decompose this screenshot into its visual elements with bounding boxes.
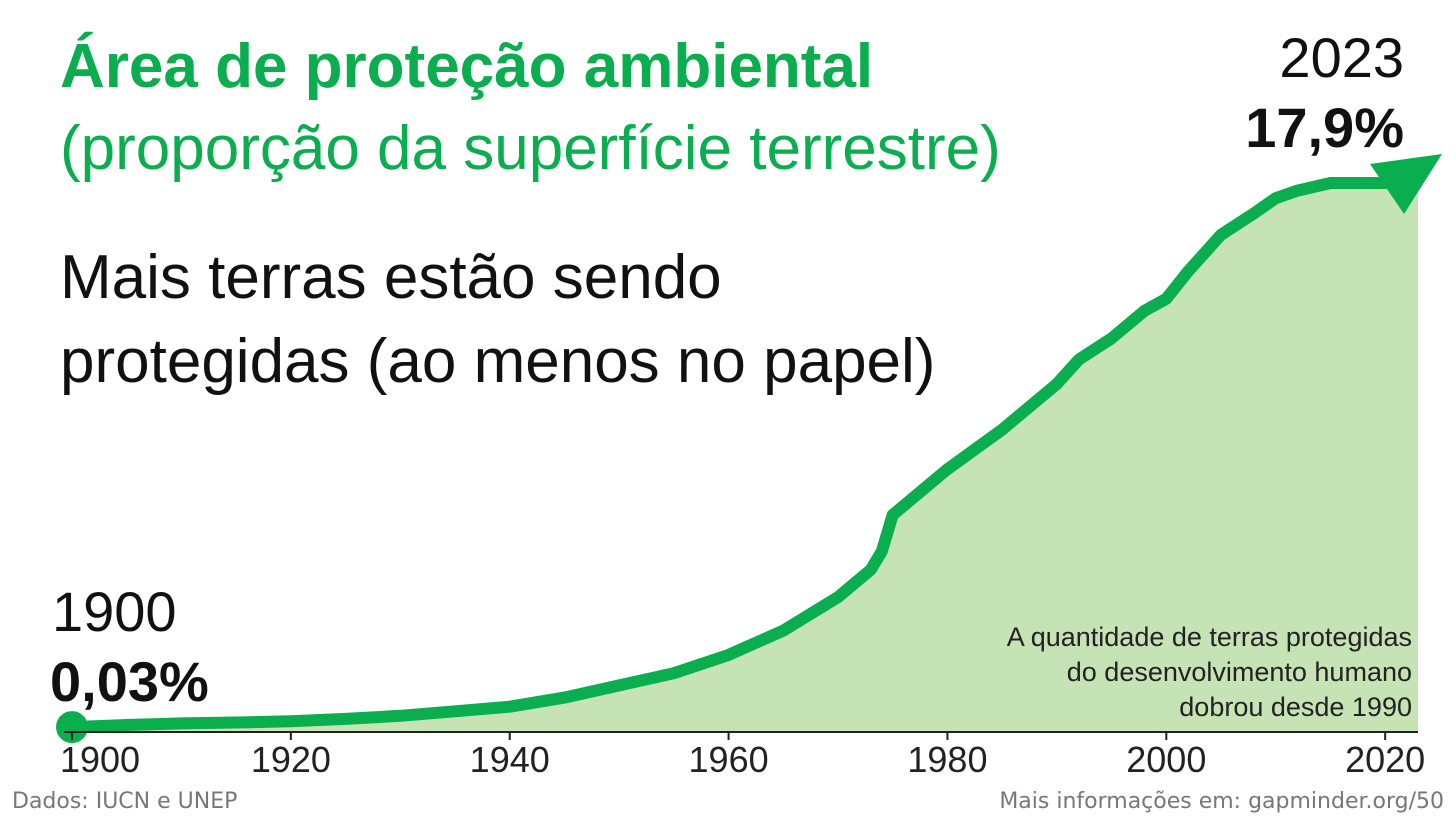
x-tick-label-1960: 1960 — [689, 739, 769, 780]
end-arrowhead — [1370, 154, 1442, 214]
more-info-link[interactable]: Mais informações em: gapminder.org/50 — [999, 789, 1444, 814]
data-source: Dados: IUCN e UNEP — [12, 789, 238, 814]
x-tick-label-1920: 1920 — [251, 739, 331, 780]
chart-subtitle: (proporção da superfície terrestre) — [60, 114, 1001, 183]
x-axis-ticks: 1900 1920 1940 1960 1980 2000 2020 — [60, 732, 1425, 780]
headline-line-1: Mais terras estão sendo — [60, 243, 722, 312]
start-point-marker — [56, 711, 88, 744]
headline-line-2: protegidas (ao menos no papel) — [60, 327, 936, 396]
x-tick-label-2000: 2000 — [1126, 739, 1206, 780]
series-line — [66, 177, 1392, 734]
x-tick-label-2020: 2020 — [1345, 739, 1425, 780]
x-tick-label-1940: 1940 — [470, 739, 550, 780]
annotation-line-2: do desenvolvimento humano — [1066, 657, 1412, 687]
area-fill — [72, 183, 1418, 732]
start-value-label: 0,03% — [50, 650, 209, 713]
x-tick-label-1980: 1980 — [907, 739, 987, 780]
start-year-label: 1900 — [52, 580, 177, 643]
x-tick-label-1900: 1900 — [60, 739, 140, 780]
annotation-line-3: dobrou desde 1990 — [1179, 692, 1412, 722]
annotation-line-1: A quantidade de terras protegidas — [1006, 622, 1412, 652]
end-year-label: 2023 — [1279, 26, 1404, 89]
end-value-label: 17,9% — [1245, 96, 1404, 159]
chart-title: Área de proteção ambiental — [60, 32, 874, 101]
headline: Mais terras estão sendo protegidas (ao m… — [60, 236, 935, 404]
chart-annotation: A quantidade de terras protegidas do des… — [1007, 620, 1412, 725]
